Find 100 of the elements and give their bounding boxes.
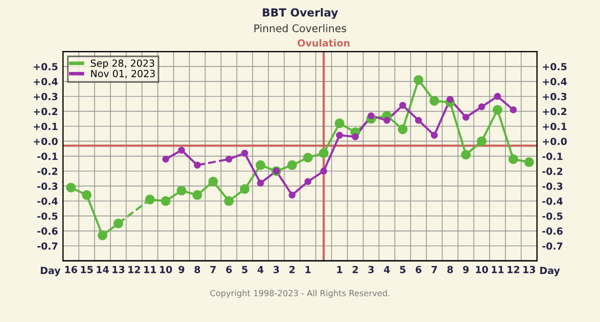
x-tick-label: 16	[65, 266, 78, 274]
y-tick-label: +0.0	[34, 138, 58, 146]
point	[256, 160, 266, 170]
x-tick-label: 11	[144, 266, 156, 274]
x-tick-label: 6	[416, 266, 422, 274]
x-tick-label: 1	[337, 266, 342, 274]
chart-subtitle: Pinned Coverlines	[254, 24, 346, 32]
x-tick-label: 9	[178, 266, 184, 274]
ref-line-label: Ovulation	[298, 39, 350, 47]
point	[160, 196, 171, 206]
x-tick-label: 12	[508, 266, 520, 274]
y-tick-label: +0.1	[34, 122, 58, 130]
x-tick-label: 7	[210, 266, 216, 274]
point	[257, 180, 264, 187]
x-tick-label: 13	[112, 266, 124, 274]
y-tick-label: -0.7	[37, 242, 58, 250]
x-tick-label: 3	[274, 266, 279, 274]
point	[336, 132, 343, 139]
y-tick-label: -0.2	[37, 168, 58, 175]
point	[304, 178, 312, 186]
point	[225, 156, 232, 163]
x-tick-label: 5	[400, 266, 406, 274]
x-tick-label: 15	[81, 266, 93, 274]
y-tick-label: +0.4	[34, 78, 58, 86]
point	[430, 132, 438, 139]
x-tick-label: 13	[523, 266, 536, 274]
y-tick-label: +0.2	[34, 108, 58, 116]
y-tick-label: -0.4	[37, 198, 58, 205]
y-tick-label: +0.3	[34, 92, 58, 100]
point	[82, 190, 92, 200]
point	[208, 176, 218, 186]
point	[288, 192, 296, 199]
point	[462, 114, 470, 121]
point	[178, 146, 185, 154]
point	[98, 230, 108, 240]
point	[66, 182, 76, 192]
point	[241, 150, 248, 157]
y-tick-label: +0.5	[34, 62, 58, 70]
point	[240, 184, 250, 194]
y2-tick-label: +0.5	[542, 62, 567, 70]
point	[145, 194, 155, 204]
point	[383, 116, 390, 124]
x-tick-label: 12	[128, 266, 140, 274]
x-tick-label: 2	[352, 266, 358, 274]
point	[162, 156, 170, 163]
y-tick-label: -0.5	[37, 212, 58, 220]
point	[478, 103, 486, 110]
x-tick-label: 8	[447, 266, 453, 274]
point	[492, 104, 502, 115]
point	[414, 75, 424, 85]
point	[508, 154, 518, 164]
x-tick-label: 10	[160, 266, 172, 274]
point	[192, 190, 202, 200]
point	[224, 196, 234, 206]
x-tick-label: 8	[194, 266, 200, 274]
point	[415, 116, 422, 124]
point	[320, 168, 328, 175]
x-tick-label: 4	[384, 266, 390, 274]
y2-tick-label: -0.6	[542, 227, 563, 235]
legend-label: Nov 01, 2023	[91, 70, 155, 78]
point	[399, 102, 406, 109]
x-tick-label: 14	[96, 266, 109, 274]
point	[510, 106, 517, 114]
y2-tick-label: -0.3	[542, 182, 562, 190]
y-tick-label: -0.3	[37, 182, 58, 190]
y2-tick-label: +0.1	[542, 122, 567, 130]
point	[494, 92, 501, 100]
y-tick-label: -0.6	[37, 227, 58, 235]
y2-tick-label: -0.5	[542, 212, 562, 220]
x-tick-label: 10	[476, 266, 488, 274]
point	[176, 186, 186, 196]
y2-tick-label: -0.7	[542, 242, 562, 250]
point	[318, 148, 329, 158]
x-axis-title: Day	[40, 266, 60, 276]
point	[334, 118, 344, 128]
x-tick-label: 7	[432, 266, 437, 274]
x-tick-label: 1	[306, 266, 311, 274]
point	[398, 124, 408, 134]
point	[303, 152, 313, 163]
y2-tick-label: -0.2	[542, 168, 562, 175]
y2-tick-label: -0.4	[542, 198, 563, 205]
y2-tick-label: -0.1	[542, 152, 562, 160]
point	[476, 136, 487, 146]
point	[287, 160, 297, 170]
text: Copyright 1998-2023 - All Rights Reserved.	[210, 290, 390, 298]
point	[446, 96, 454, 103]
x-tick-label: 2	[289, 266, 295, 274]
x-tick-label: 4	[258, 266, 264, 274]
y2-tick-label: +0.3	[542, 92, 566, 100]
legend-label: Sep 28, 2023	[90, 59, 154, 69]
y2-tick-label: +0.2	[542, 108, 566, 116]
x-tick-label: 6	[226, 266, 232, 274]
y-tick-label: -0.1	[37, 152, 58, 160]
point	[368, 112, 375, 120]
y2-tick-label: +0.0	[542, 138, 567, 146]
point	[352, 133, 359, 140]
point	[524, 157, 534, 168]
point	[429, 96, 440, 106]
chart-title: BBT Overlay	[262, 8, 338, 19]
y2-tick-label: +0.4	[542, 78, 567, 86]
